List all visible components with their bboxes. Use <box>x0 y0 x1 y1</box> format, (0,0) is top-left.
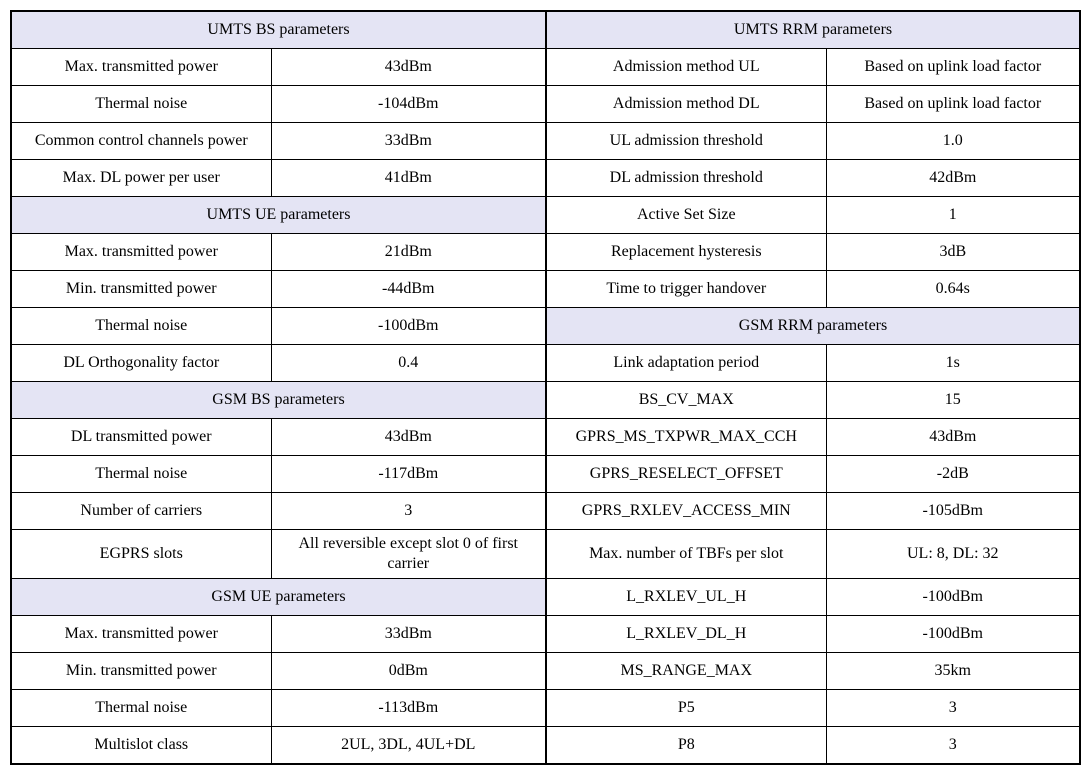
param-label: P5 <box>546 690 826 727</box>
param-label: DL admission threshold <box>546 160 826 197</box>
param-value: 35km <box>826 653 1080 690</box>
param-value: 3 <box>271 493 546 530</box>
param-value: -105dBm <box>826 493 1080 530</box>
param-label: Max. DL power per user <box>11 160 271 197</box>
param-label: GPRS_RESELECT_OFFSET <box>546 456 826 493</box>
section-header-gsm-bs: GSM BS parameters <box>11 382 546 419</box>
param-value: 3 <box>826 727 1080 765</box>
section-header-umts-ue: UMTS UE parameters <box>11 197 546 234</box>
param-label: L_RXLEV_UL_H <box>546 579 826 616</box>
param-value: 33dBm <box>271 123 546 160</box>
param-label: Thermal noise <box>11 86 271 123</box>
param-value: 0.64s <box>826 271 1080 308</box>
param-label: Active Set Size <box>546 197 826 234</box>
param-label: Max. transmitted power <box>11 616 271 653</box>
param-label: Time to trigger handover <box>546 271 826 308</box>
param-value: Based on uplink load factor <box>826 49 1080 86</box>
param-value: 43dBm <box>271 419 546 456</box>
param-value: Based on uplink load factor <box>826 86 1080 123</box>
param-label: Min. transmitted power <box>11 653 271 690</box>
param-value: -104dBm <box>271 86 546 123</box>
param-label: Min. transmitted power <box>11 271 271 308</box>
param-value: -2dB <box>826 456 1080 493</box>
param-value: 0.4 <box>271 345 546 382</box>
param-label: Number of carriers <box>11 493 271 530</box>
param-label: Multislot class <box>11 727 271 765</box>
param-label: Common control channels power <box>11 123 271 160</box>
param-label: Thermal noise <box>11 690 271 727</box>
param-label: Admission method DL <box>546 86 826 123</box>
section-header-umts-bs: UMTS BS parameters <box>11 11 546 49</box>
param-label: L_RXLEV_DL_H <box>546 616 826 653</box>
param-label: GPRS_MS_TXPWR_MAX_CCH <box>546 419 826 456</box>
param-label: Max. transmitted power <box>11 49 271 86</box>
param-value: 2UL, 3DL, 4UL+DL <box>271 727 546 765</box>
param-value: 3 <box>826 690 1080 727</box>
param-label: Thermal noise <box>11 456 271 493</box>
param-value: -100dBm <box>271 308 546 345</box>
param-value: 1 <box>826 197 1080 234</box>
param-value: 42dBm <box>826 160 1080 197</box>
param-value: -100dBm <box>826 616 1080 653</box>
param-value: 43dBm <box>271 49 546 86</box>
param-label: Link adaptation period <box>546 345 826 382</box>
section-header-gsm-ue: GSM UE parameters <box>11 579 546 616</box>
param-value: 0dBm <box>271 653 546 690</box>
param-value: 1.0 <box>826 123 1080 160</box>
param-label: EGPRS slots <box>11 530 271 579</box>
param-label: Admission method UL <box>546 49 826 86</box>
param-label: Max. transmitted power <box>11 234 271 271</box>
section-header-umts-rrm: UMTS RRM parameters <box>546 11 1080 49</box>
section-header-gsm-rrm: GSM RRM parameters <box>546 308 1080 345</box>
param-value: -113dBm <box>271 690 546 727</box>
param-label: GPRS_RXLEV_ACCESS_MIN <box>546 493 826 530</box>
param-value: UL: 8, DL: 32 <box>826 530 1080 579</box>
param-value: -117dBm <box>271 456 546 493</box>
param-label: Thermal noise <box>11 308 271 345</box>
param-value: 1s <box>826 345 1080 382</box>
param-value: 43dBm <box>826 419 1080 456</box>
parameters-table: UMTS BS parameters UMTS RRM parameters M… <box>10 10 1081 765</box>
param-label: DL Orthogonality factor <box>11 345 271 382</box>
param-label: P8 <box>546 727 826 765</box>
param-label: Max. number of TBFs per slot <box>546 530 826 579</box>
param-value: -100dBm <box>826 579 1080 616</box>
param-value: 3dB <box>826 234 1080 271</box>
param-value: 41dBm <box>271 160 546 197</box>
param-value: 21dBm <box>271 234 546 271</box>
param-value: 15 <box>826 382 1080 419</box>
param-label: UL admission threshold <box>546 123 826 160</box>
param-value: 33dBm <box>271 616 546 653</box>
param-value: All reversible except slot 0 of first ca… <box>271 530 546 579</box>
param-value: -44dBm <box>271 271 546 308</box>
param-label: BS_CV_MAX <box>546 382 826 419</box>
param-label: DL transmitted power <box>11 419 271 456</box>
param-label: MS_RANGE_MAX <box>546 653 826 690</box>
param-label: Replacement hysteresis <box>546 234 826 271</box>
